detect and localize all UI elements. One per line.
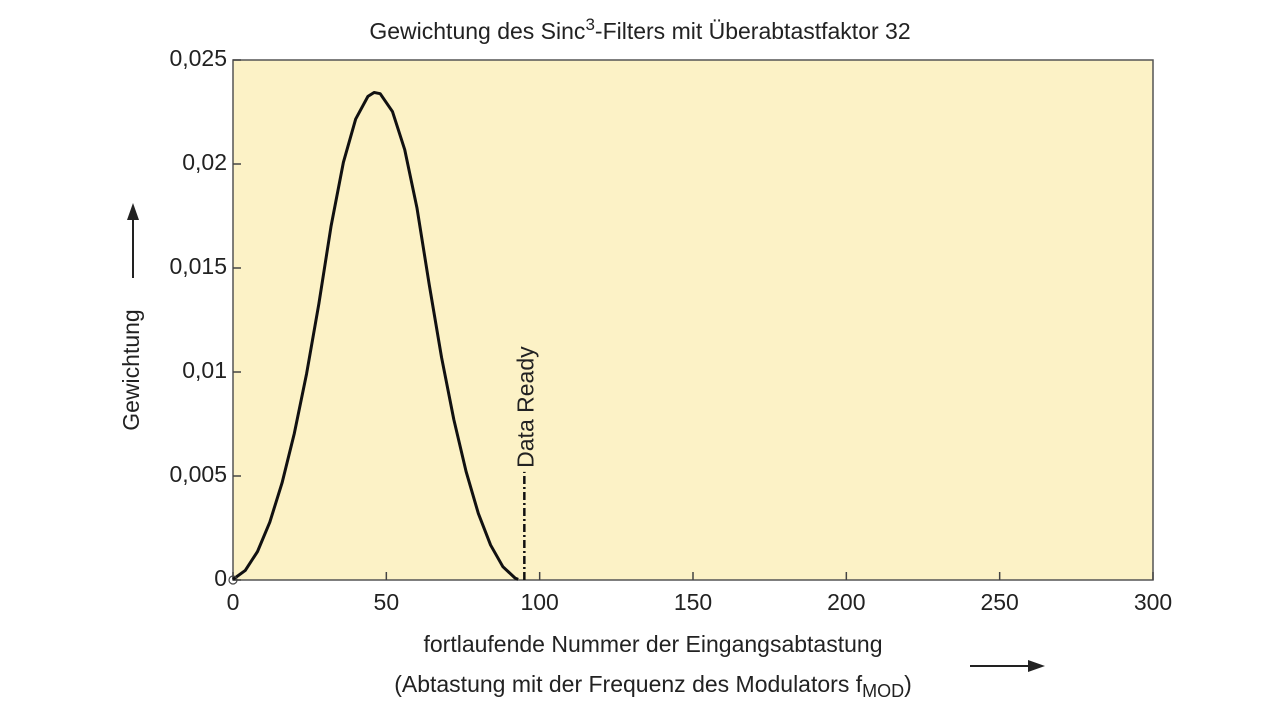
x-tick-label: 150 xyxy=(674,589,712,615)
title-part: -Filters mit Überabtastfaktor 32 xyxy=(595,18,911,44)
data-line xyxy=(232,90,519,581)
x-tick-label: 200 xyxy=(827,589,865,615)
y-tick-label: 0,015 xyxy=(169,253,227,279)
x-label-part: (Abtastung mit der Frequenz des Modulato… xyxy=(394,671,863,697)
x-label-sub: MOD xyxy=(862,681,904,701)
y-tick-label: 0,02 xyxy=(182,149,227,175)
y-axis-label: Gewichtung xyxy=(118,309,144,430)
annotation-text: Data Ready xyxy=(512,346,538,468)
x-tick-label: 100 xyxy=(520,589,558,615)
x-tick-label: 250 xyxy=(980,589,1018,615)
y-arrow-head xyxy=(127,203,139,220)
x-label-part: ) xyxy=(904,671,912,697)
x-axis-label: (Abtastung mit der Frequenz des Modulato… xyxy=(394,671,912,701)
y-tick-label: 0,005 xyxy=(169,461,227,487)
title-sup: 3 xyxy=(585,15,594,34)
y-tick-label: 0 xyxy=(214,565,227,591)
plot-area xyxy=(232,59,1154,581)
y-tick-label: 0,025 xyxy=(169,45,227,71)
chart-title: Gewichtung des Sinc3-Filters mit Überabt… xyxy=(369,15,910,44)
x-tick-label: 300 xyxy=(1134,589,1172,615)
x-arrow-head xyxy=(1028,660,1045,672)
origin-marker xyxy=(228,575,238,585)
title-part: Gewichtung des Sinc xyxy=(369,18,585,44)
x-axis-label: fortlaufende Nummer der Eingangsabtastun… xyxy=(423,631,882,657)
y-tick-label: 0,01 xyxy=(182,357,227,383)
x-tick-label: 0 xyxy=(227,589,240,615)
x-tick-label: 50 xyxy=(374,589,400,615)
